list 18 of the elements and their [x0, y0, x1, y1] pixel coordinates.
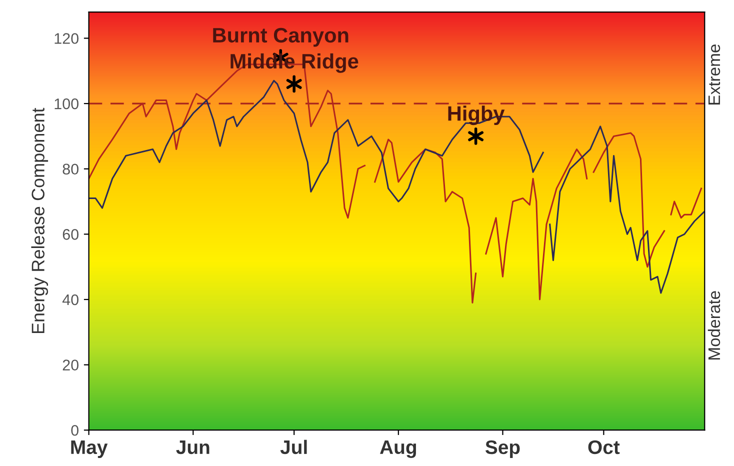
x-tick-label: Jun — [176, 440, 210, 454]
y-tick-label: 20 — [62, 360, 78, 370]
x-tick-label: Oct — [588, 440, 620, 454]
y-axis-title: Energy Release Component — [31, 108, 48, 334]
y-tick-label: 0 — [71, 424, 78, 436]
x-tick-label: Aug — [380, 440, 416, 458]
x-tick-label: Sep — [485, 440, 520, 458]
y-tick-label: 80 — [62, 164, 78, 175]
x-tick-label: May — [71, 440, 108, 458]
y-tick-label: 100 — [54, 98, 78, 110]
x-tick-label: Jul — [280, 440, 307, 454]
y-tick-label: 40 — [62, 294, 78, 306]
annotation: Burnt Canyon — [213, 28, 348, 47]
y-tick-label: 120 — [54, 33, 78, 44]
text: Moderate — [708, 291, 720, 360]
y-tick-label: 60 — [62, 229, 78, 240]
text: Extreme — [708, 44, 720, 104]
annotation: Higby — [448, 106, 505, 126]
